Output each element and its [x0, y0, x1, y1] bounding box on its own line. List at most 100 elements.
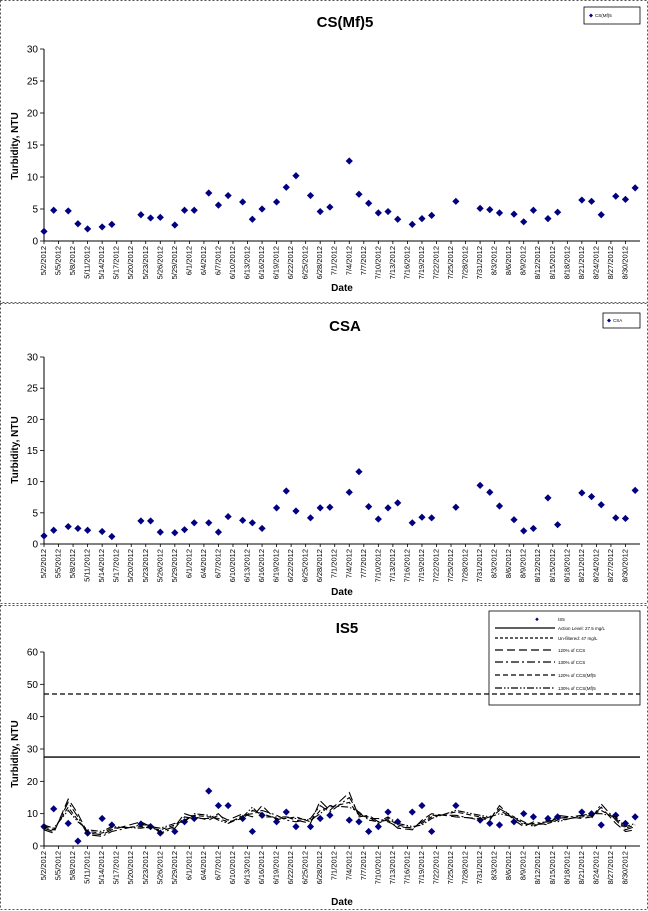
panel-2-legend-label: CSA: [613, 318, 622, 323]
data-point: [40, 227, 48, 235]
data-point: [408, 519, 416, 527]
x-tick-label: 7/31/2012: [475, 246, 484, 279]
data-point: [205, 787, 213, 795]
data-point: [137, 517, 145, 525]
data-point: [316, 504, 324, 512]
x-tick-label: 5/17/2012: [112, 851, 121, 884]
data-point: [520, 218, 528, 226]
x-tick-label: 5/26/2012: [155, 246, 164, 279]
x-tick-label: 5/2/2012: [39, 851, 48, 880]
data-point: [214, 801, 223, 810]
data-point: [355, 190, 363, 198]
data-point: [355, 468, 363, 476]
y-tick-label: 0: [32, 237, 38, 248]
data-point: [510, 516, 518, 524]
x-tick-label: 8/9/2012: [519, 549, 528, 578]
x-tick-label: 5/2/2012: [39, 246, 48, 275]
data-point: [248, 519, 256, 527]
data-point: [418, 513, 426, 521]
data-point: [292, 823, 300, 831]
x-tick-label: 7/10/2012: [373, 851, 382, 884]
data-point: [495, 209, 504, 217]
data-point: [108, 532, 116, 541]
data-point: [224, 801, 232, 810]
x-tick-label: 8/27/2012: [606, 246, 615, 279]
legend-label-130-ccs: 130% of CCS: [558, 660, 585, 665]
data-point: [147, 214, 155, 222]
x-tick-label: 8/30/2012: [620, 246, 629, 279]
data-point: [190, 519, 198, 527]
x-tick-label: 5/14/2012: [97, 246, 106, 279]
data-point: [326, 503, 334, 511]
y-tick-label: 20: [27, 109, 39, 120]
data-point: [180, 206, 189, 214]
data-point: [84, 526, 92, 534]
x-tick-label: 6/7/2012: [213, 549, 222, 578]
legend-label-action-level: Action Level: 27.5 mg/L: [558, 626, 606, 631]
y-tick-label: 5: [32, 205, 38, 216]
data-point: [224, 191, 232, 200]
x-tick-label: 5/2/2012: [39, 549, 48, 578]
data-point: [316, 207, 324, 216]
panel-3-y-axis-label: Turbidity, NTU: [10, 720, 21, 787]
panel-1-legend-marker: [589, 13, 593, 18]
x-tick-label: 6/13/2012: [243, 851, 252, 884]
data-point: [248, 215, 256, 223]
data-point: [476, 204, 484, 212]
x-tick-label: 7/10/2012: [373, 246, 382, 279]
x-tick-label: 7/16/2012: [402, 246, 411, 279]
data-point: [84, 225, 92, 233]
data-point: [612, 811, 620, 819]
x-tick-label: 6/10/2012: [228, 851, 237, 884]
data-point: [621, 195, 630, 203]
data-point: [374, 823, 382, 831]
data-point: [205, 519, 213, 527]
data-point: [408, 220, 416, 228]
x-tick-label: 5/20/2012: [126, 549, 135, 582]
x-tick-label: 6/7/2012: [213, 851, 222, 880]
data-point: [554, 208, 562, 216]
x-tick-label: 6/4/2012: [199, 246, 208, 275]
data-point: [171, 529, 179, 537]
data-point: [520, 810, 528, 818]
data-point: [631, 486, 639, 494]
x-tick-label: 5/29/2012: [170, 549, 179, 582]
x-tick-label: 7/28/2012: [461, 246, 470, 279]
x-tick-label: 5/11/2012: [83, 549, 92, 582]
data-point: [612, 514, 620, 522]
x-tick-label: 6/28/2012: [315, 851, 324, 884]
x-tick-label: 7/13/2012: [388, 549, 397, 582]
y-tick-label: 20: [27, 415, 39, 426]
data-point: [306, 191, 315, 200]
x-tick-label: 8/6/2012: [504, 851, 513, 880]
y-tick-label: 10: [27, 809, 39, 820]
data-point: [384, 808, 392, 816]
x-tick-label: 8/6/2012: [504, 246, 513, 275]
panel-1-legend: CS(Mf)5: [583, 6, 641, 25]
x-tick-label: 6/28/2012: [315, 549, 324, 582]
x-tick-label: 8/24/2012: [591, 549, 600, 582]
x-tick-label: 8/27/2012: [606, 851, 615, 884]
legend-label-is5: IS5: [558, 617, 565, 622]
panel-3-x-axis-label: Date: [331, 897, 353, 908]
data-point: [50, 526, 58, 534]
data-point: [345, 816, 353, 824]
x-tick-label: 8/21/2012: [577, 246, 586, 279]
data-point: [418, 801, 426, 810]
x-tick-label: 5/5/2012: [54, 549, 63, 578]
data-point: [486, 206, 494, 214]
y-tick-label: 30: [27, 745, 39, 756]
data-point: [64, 207, 72, 215]
x-tick-label: 6/16/2012: [257, 851, 266, 884]
x-tick-label: 5/26/2012: [155, 549, 164, 582]
x-tick-label: 6/22/2012: [286, 549, 295, 582]
x-tick-label: 7/13/2012: [388, 246, 397, 279]
panel-2-plot-area: 0 5 10 15 20 25 30 5/2/2012 5/5/2012 5/8/2012 5/11…: [27, 353, 640, 582]
data-point: [171, 827, 179, 836]
x-tick-label: 5/14/2012: [97, 549, 106, 582]
panel-1-y-axis-label: Turbidity, NTU: [10, 112, 21, 179]
x-tick-label: 7/10/2012: [373, 549, 382, 582]
panel-2-title: CSA: [329, 318, 361, 335]
panel-2-border: [0, 303, 648, 604]
